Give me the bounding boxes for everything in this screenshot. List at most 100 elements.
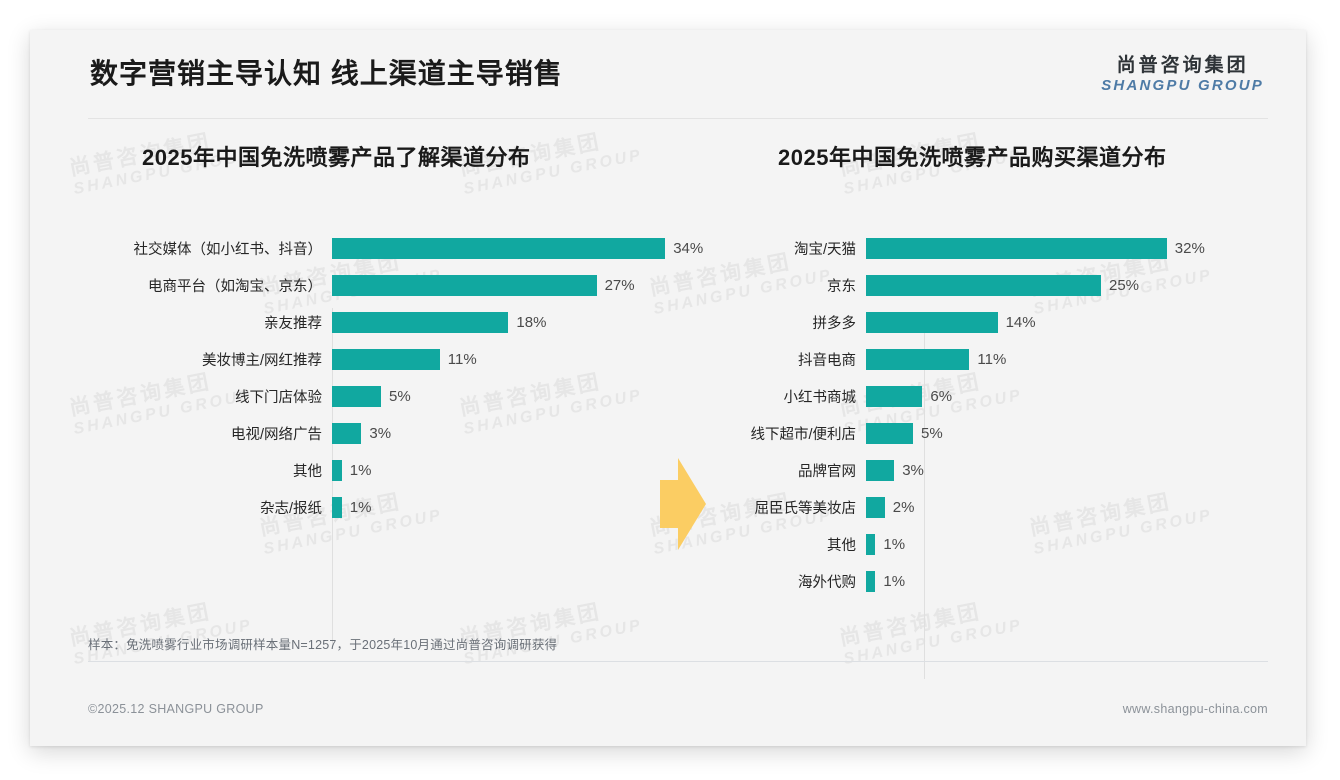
bar-category-label: 海外代购 [798,575,856,591]
bar-category-label: 京东 [827,279,856,295]
bar-track: 5% [866,415,1290,452]
bar [866,497,885,518]
left-chart-panel: 2025年中国免洗喷雾产品了解渠道分布 社交媒体（如小红书、抖音） 34% 电商平台… [88,140,708,526]
bar-track: 11% [332,341,708,378]
right-chart-axis [924,314,925,679]
bar [332,497,342,518]
bar-category-label: 屈臣氏等美妆店 [754,501,857,517]
chart-bar-row: 屈臣氏等美妆店 2% [730,489,1290,526]
bar-category-label: 其他 [293,464,322,480]
bar-value-label: 14% [1005,314,1036,331]
bar-track: 5% [332,378,708,415]
chart-bar-row: 其他 1% [730,526,1290,563]
bar-value-label: 18% [516,314,547,331]
left-chart-rows: 社交媒体（如小红书、抖音） 34% 电商平台（如淘宝、京东） 27% 亲友推荐 18% 美妆… [88,230,708,526]
bar-category-label: 社交媒体（如小红书、抖音） [133,242,323,258]
left-chart-title: 2025年中国免洗喷雾产品了解渠道分布 [142,145,531,170]
right-chart-title: 2025年中国免洗喷雾产品购买渠道分布 [778,145,1167,170]
bar-track: 14% [866,304,1290,341]
bar-category-label: 美妆博主/网红推荐 [201,353,322,369]
bar-track: 25% [866,267,1290,304]
chart-bar-row: 品牌官网 3% [730,452,1290,489]
bar [866,571,876,592]
chart-bar-row: 美妆博主/网红推荐 11% [88,341,708,378]
bar [866,460,895,481]
bar-category-label: 线下超市/便利店 [750,427,856,443]
chart-bar-row: 杂志/报纸 1% [88,489,708,526]
footnote-text: 样本：免洗喷雾行业市场调研样本量N=1257，于2025年10月通过尚普咨询调研… [88,638,558,652]
bar [866,238,1167,259]
chart-bar-row: 其他 1% [88,452,708,489]
chart-bar-row: 社交媒体（如小红书、抖音） 34% [88,230,708,267]
brand-logo: 尚普咨询集团 SHANGPU GROUP [1101,56,1264,94]
bar-value-label: 1% [349,462,372,479]
bar [332,423,362,444]
chart-bar-row: 电商平台（如淘宝、京东） 27% [88,267,708,304]
bar-category-label: 电视/网络广告 [230,427,322,443]
bar-value-label: 34% [673,240,704,257]
bar-value-label: 25% [1109,277,1140,294]
bar-value-label: 5% [921,425,943,442]
bar-track: 2% [866,489,1290,526]
bar-category-label: 亲友推荐 [264,316,322,332]
bar-category-label: 其他 [827,538,856,554]
bar-value-label: 27% [604,277,635,294]
bar-track: 27% [332,267,708,304]
chart-bar-row: 小红书商城 6% [730,378,1290,415]
bar-track: 3% [332,415,708,452]
chart-bar-row: 淘宝/天猫 32% [730,230,1290,267]
chart-bar-row: 京东 25% [730,267,1290,304]
footnote: 样本：免洗喷雾行业市场调研样本量N=1257，于2025年10月通过尚普咨询调研… [88,634,1268,662]
bar-value-label: 1% [883,536,906,553]
bar-category-label: 淘宝/天猫 [793,242,856,258]
bar-category-label: 小红书商城 [783,390,857,406]
bar-value-label: 2% [892,499,915,516]
bar-track: 18% [332,304,708,341]
chart-bar-row: 亲友推荐 18% [88,304,708,341]
bar [866,349,970,370]
bar-category-label: 抖音电商 [798,353,856,369]
bar-track: 6% [866,378,1290,415]
flow-arrow-right-icon [660,458,706,550]
slide-header: 数字营销主导认知 线上渠道主导销售 尚普咨询集团 SHANGPU GROUP [30,30,1306,118]
bar [332,386,381,407]
bar [866,386,923,407]
bar [332,312,509,333]
bar-category-label: 杂志/报纸 [259,501,322,517]
bar-value-label: 1% [349,499,372,516]
bar-value-label: 6% [930,388,953,405]
bar-track: 1% [866,563,1290,600]
footer-copyright: ©2025.12 SHANGPU GROUP [88,702,264,716]
bar-category-label: 线下门店体验 [235,390,322,406]
chart-bar-row: 线下超市/便利店 5% [730,415,1290,452]
chart-bar-row: 抖音电商 11% [730,341,1290,378]
bar-track: 1% [332,452,708,489]
chart-bar-row: 线下门店体验 5% [88,378,708,415]
bar-track: 11% [866,341,1290,378]
bar-value-label: 5% [389,388,411,405]
bar-value-label: 3% [369,425,392,442]
right-chart-rows: 淘宝/天猫 32% 京东 25% 拼多多 14% 抖音电商 11% 小红书商城 6% 线下超市/便利… [730,230,1290,600]
bar-category-label: 电商平台（如淘宝、京东） [148,279,322,295]
bar-category-label: 品牌官网 [798,464,856,480]
bar-track: 1% [866,526,1290,563]
bar [332,238,666,259]
page-title: 数字营销主导认知 线上渠道主导销售 [90,58,563,89]
bar [866,312,998,333]
bar-value-label: 32% [1174,240,1205,257]
slide-footer: ©2025.12 SHANGPU GROUP www.shangpu-china… [88,702,1268,726]
bar-track: 1% [332,489,708,526]
bar-value-label: 11% [977,351,1007,368]
bar [332,349,440,370]
bar-value-label: 11% [447,351,477,368]
chart-bar-row: 拼多多 14% [730,304,1290,341]
bar-track: 3% [866,452,1290,489]
bar-track: 32% [866,230,1290,267]
logo-english-text: SHANGPU GROUP [1101,76,1264,94]
right-chart-panel: 2025年中国免洗喷雾产品购买渠道分布 淘宝/天猫 32% 京东 25% 拼多多 14% 抖… [730,140,1290,600]
footer-website[interactable]: www.shangpu-china.com [1122,702,1268,716]
bar-category-label: 拼多多 [812,316,857,332]
chart-bar-row: 海外代购 1% [730,563,1290,600]
footnote-divider [88,661,1268,662]
bar [866,423,913,444]
